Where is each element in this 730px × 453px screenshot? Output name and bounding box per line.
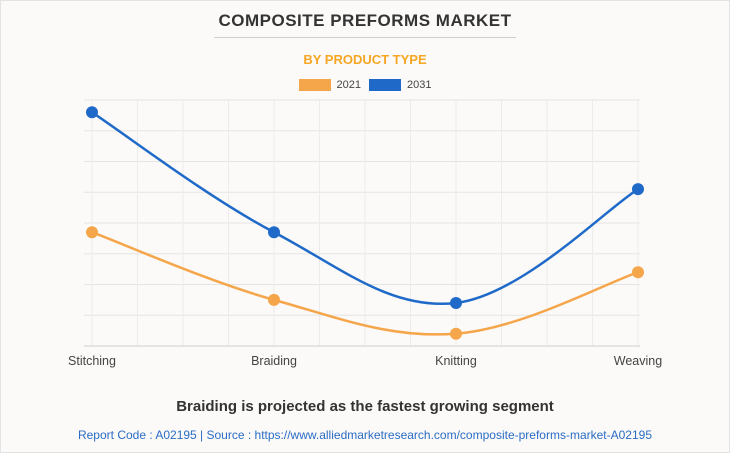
legend-item-2031[interactable]: 2031 bbox=[369, 79, 431, 91]
data-point-2021-knitting bbox=[450, 327, 462, 340]
data-point-2031-braiding bbox=[268, 226, 280, 239]
x-tick-label-knitting: Knitting bbox=[435, 354, 477, 368]
x-axis-ticks: Stitching Braiding Knitting Weaving bbox=[68, 354, 662, 368]
series-line-2031 bbox=[91, 111, 639, 306]
chart-headline: Braiding is projected as the fastest gro… bbox=[176, 398, 554, 415]
legend-label-2021: 2021 bbox=[336, 79, 361, 91]
chart-subtitle: BY PRODUCT TYPE bbox=[303, 52, 427, 67]
data-point-2031-knitting bbox=[450, 296, 462, 309]
chart-legend: 2021 2031 bbox=[0, 79, 730, 91]
chart-title: COMPOSITE PREFORMS MARKET bbox=[218, 11, 512, 30]
x-tick-label-braiding: Braiding bbox=[251, 354, 297, 368]
chart-grid bbox=[84, 99, 640, 347]
data-point-2021-weaving bbox=[632, 266, 644, 279]
x-tick-label-weaving: Weaving bbox=[614, 354, 662, 368]
data-point-2021-braiding bbox=[268, 293, 280, 306]
series-line-2021 bbox=[91, 231, 639, 336]
chart-points bbox=[86, 106, 644, 340]
legend-item-2021[interactable]: 2021 bbox=[298, 79, 361, 91]
report-source[interactable]: Report Code : A02195 | Source : https://… bbox=[77, 428, 653, 442]
data-point-2031-weaving bbox=[632, 183, 644, 196]
legend-label-2031: 2031 bbox=[407, 79, 432, 91]
data-point-2031-stitching bbox=[86, 106, 98, 119]
x-tick-label-stitching: Stitching bbox=[68, 354, 116, 368]
data-point-2021-stitching bbox=[86, 226, 98, 239]
title-divider bbox=[214, 37, 516, 38]
legend-swatch-2031 bbox=[369, 79, 401, 91]
legend-swatch-2021 bbox=[298, 79, 331, 91]
chart-lines bbox=[91, 111, 639, 336]
